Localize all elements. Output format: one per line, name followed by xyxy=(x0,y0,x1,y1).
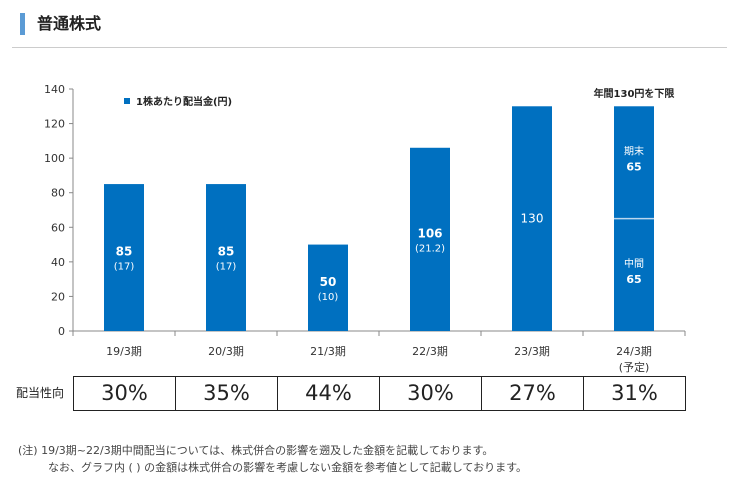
y-tick-label: 0 xyxy=(58,325,65,338)
data-label: 106 xyxy=(417,226,442,240)
x-tick-label: 21/3期 xyxy=(310,345,346,358)
payout-cell: 30% xyxy=(74,377,176,410)
data-label: 130 xyxy=(521,212,544,226)
bar xyxy=(308,244,348,331)
data-label: 50 xyxy=(320,275,337,289)
data-label: 85 xyxy=(218,245,235,259)
bar xyxy=(104,184,144,331)
payout-cell: 27% xyxy=(482,377,584,410)
y-tick-label: 120 xyxy=(44,118,65,131)
payout-cell: 35% xyxy=(176,377,278,410)
y-tick-label: 60 xyxy=(51,221,65,234)
bar xyxy=(512,106,552,332)
notes: (注) 19/3期~22/3期中間配当については、株式併合の影響を遡及した金額を… xyxy=(18,442,527,476)
data-sublabel: (17) xyxy=(114,262,135,273)
y-tick-label: 140 xyxy=(44,83,65,96)
bar-segment xyxy=(614,218,654,331)
segment-name: 中間 xyxy=(624,257,644,270)
legend-label: 1株あたり配当金(円) xyxy=(136,95,232,108)
data-sublabel: (17) xyxy=(216,262,237,273)
note-line: なお、グラフ内 ( ) の金額は株式併合の影響を考慮しない金額を参考値として記載… xyxy=(48,461,527,474)
y-tick-label: 80 xyxy=(51,187,65,200)
annotation: 年間130円を下限 xyxy=(594,87,676,100)
dividend-chart: 0 20 40 60 80 100 120 140 19/3期 85 (17) 20/3期 85 (17)… xyxy=(44,83,686,374)
x-tick-label: 22/3期 xyxy=(412,345,448,358)
segment-name: 期末 xyxy=(624,144,644,157)
note-line: (注) 19/3期~22/3期中間配当については、株式併合の影響を遡及した金額を… xyxy=(18,444,494,457)
segment-value: 65 xyxy=(626,273,641,286)
segment-value: 65 xyxy=(626,160,641,173)
payout-cell: 30% xyxy=(380,377,482,410)
legend-swatch xyxy=(124,98,130,104)
payout-cell: 44% xyxy=(278,377,380,410)
y-tick-label: 20 xyxy=(51,290,65,303)
y-tick-label: 40 xyxy=(51,256,65,269)
y-tick-label: 100 xyxy=(44,152,65,165)
x-tick-label: 19/3期 xyxy=(106,345,142,358)
divider xyxy=(12,47,727,48)
payout-cell: 31% xyxy=(611,381,658,405)
data-sublabel: (21.2) xyxy=(415,243,445,254)
data-sublabel: (10) xyxy=(318,292,339,303)
bar-segment xyxy=(614,106,654,219)
x-tick-label: 24/3期 xyxy=(616,345,652,358)
payout-table: 30% 35% 44% 30% 27% 31% xyxy=(73,376,686,411)
x-tick-label: 23/3期 xyxy=(514,345,550,358)
bar xyxy=(206,184,246,331)
data-label: 85 xyxy=(116,245,133,259)
x-tick-sublabel: (予定) xyxy=(619,360,650,374)
section-title: 普通株式 xyxy=(20,13,101,35)
x-tick-label: 20/3期 xyxy=(208,345,244,358)
payout-label: 配当性向 xyxy=(16,386,65,400)
bar xyxy=(410,147,450,331)
